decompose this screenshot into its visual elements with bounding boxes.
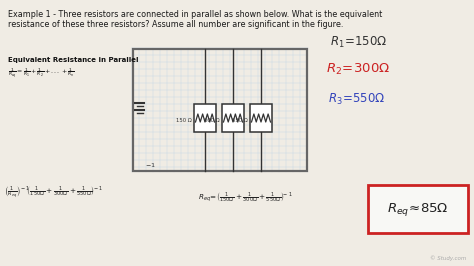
Text: 300 Ω: 300 Ω (204, 118, 220, 123)
Text: $R_{eq}\!\approx\!85\Omega$: $R_{eq}\!\approx\!85\Omega$ (387, 201, 449, 218)
Text: 150 Ω: 150 Ω (176, 118, 192, 123)
Text: $R_2\!=\!300\Omega$: $R_2\!=\!300\Omega$ (326, 62, 390, 77)
Text: $\left(\frac{1}{R_{eq}}\right)^{\!-1}\!\!\left(\frac{1}{150\Omega}+\frac{1}{300\: $\left(\frac{1}{R_{eq}}\right)^{\!-1}\!\… (4, 185, 103, 201)
Bar (222, 104, 244, 132)
Text: $^{-1}$: $^{-1}$ (145, 163, 156, 172)
Text: resistance of these three resistors? Assume all number are significant in the fi: resistance of these three resistors? Ass… (8, 20, 343, 29)
Text: $R_{eq}\!=\!\left(\frac{1}{150\Omega}+\frac{1}{300\Omega}+\frac{1}{550\Omega}\ri: $R_{eq}\!=\!\left(\frac{1}{150\Omega}+\f… (198, 190, 293, 204)
Text: $R_3\!=\!550\Omega$: $R_3\!=\!550\Omega$ (328, 92, 385, 107)
Bar (194, 104, 216, 132)
Text: © Study.com: © Study.com (430, 255, 466, 261)
Text: Example 1 - Three resistors are connected in parallel as shown below. What is th: Example 1 - Three resistors are connecte… (8, 10, 382, 19)
Text: Equivalent Resistance in Parallel: Equivalent Resistance in Parallel (8, 57, 138, 63)
Bar (250, 104, 272, 132)
Text: 550 Ω: 550 Ω (232, 118, 248, 123)
Bar (368, 185, 468, 233)
Bar (133, 49, 307, 171)
Text: $\frac{1}{R_{eq}}=\frac{1}{R_1}+\frac{1}{R_2}+...+\frac{1}{R_n}$: $\frac{1}{R_{eq}}=\frac{1}{R_1}+\frac{1}… (8, 67, 75, 81)
Text: $R_1\!=\!150\Omega$: $R_1\!=\!150\Omega$ (330, 35, 387, 50)
